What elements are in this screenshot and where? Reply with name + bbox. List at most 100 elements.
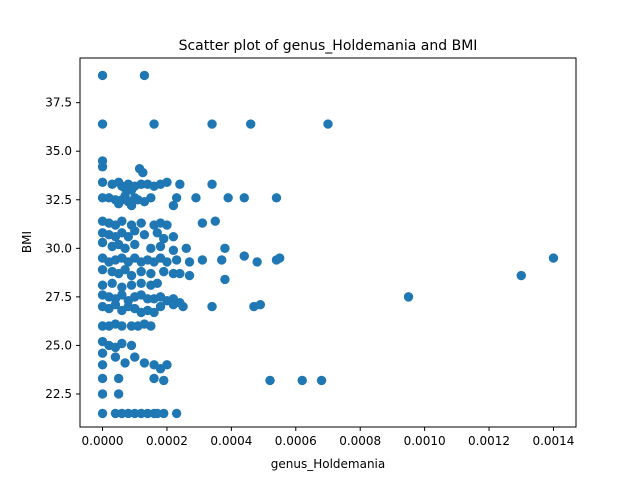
data-point bbox=[123, 231, 134, 242]
x-axis-title: genus_Holdemania bbox=[271, 457, 386, 471]
data-point bbox=[97, 237, 108, 248]
data-point bbox=[136, 278, 146, 288]
data-point bbox=[136, 266, 146, 277]
data-point bbox=[97, 162, 108, 172]
plot-frame bbox=[79, 57, 577, 428]
data-point bbox=[197, 255, 208, 265]
data-point bbox=[516, 270, 526, 281]
data-point bbox=[197, 218, 208, 228]
data-point bbox=[97, 348, 108, 358]
data-point bbox=[255, 299, 266, 310]
data-point bbox=[142, 294, 153, 304]
data-point bbox=[120, 264, 130, 275]
y-axis-title: BMI bbox=[20, 231, 34, 253]
data-point bbox=[220, 274, 230, 285]
data-point bbox=[178, 301, 188, 312]
data-point bbox=[126, 280, 137, 290]
data-point bbox=[139, 358, 150, 368]
data-point bbox=[207, 119, 217, 129]
scatter-points bbox=[97, 70, 559, 419]
data-point bbox=[159, 266, 169, 277]
x-tick-label: 0.0012 bbox=[468, 434, 510, 448]
data-point bbox=[138, 167, 148, 178]
data-point bbox=[136, 179, 146, 189]
data-point bbox=[171, 193, 182, 203]
data-point bbox=[126, 200, 137, 211]
data-point bbox=[171, 255, 182, 265]
data-point bbox=[97, 373, 108, 384]
data-point bbox=[149, 373, 159, 384]
data-point bbox=[117, 321, 127, 331]
data-point bbox=[117, 338, 127, 349]
data-point bbox=[107, 278, 117, 288]
data-point bbox=[191, 193, 201, 203]
x-tick-label: 0.0014 bbox=[532, 434, 574, 448]
x-axis: 0.0000 0.0002 0.0004 0.0006 0.0008 0.0010 0.00… bbox=[82, 427, 574, 448]
data-point bbox=[217, 255, 227, 265]
data-point bbox=[220, 243, 230, 254]
data-point bbox=[146, 321, 156, 331]
data-point bbox=[136, 218, 146, 228]
x-tick-label: 0.0002 bbox=[146, 434, 188, 448]
data-point bbox=[162, 257, 172, 267]
data-point bbox=[97, 70, 108, 81]
data-point bbox=[149, 307, 159, 318]
data-point bbox=[159, 233, 169, 244]
data-point bbox=[146, 268, 156, 279]
data-point bbox=[117, 282, 127, 292]
data-point bbox=[120, 358, 130, 368]
data-point bbox=[181, 243, 191, 254]
data-point bbox=[97, 177, 108, 187]
data-point bbox=[120, 243, 130, 254]
x-tick-label: 0.0006 bbox=[275, 434, 317, 448]
data-point bbox=[130, 408, 140, 419]
data-point bbox=[110, 352, 121, 362]
y-tick-label: 30.0 bbox=[45, 241, 72, 255]
data-point bbox=[239, 251, 249, 261]
data-point bbox=[155, 241, 166, 252]
data-point bbox=[548, 253, 559, 263]
data-point bbox=[97, 264, 108, 275]
y-tick-label: 35.0 bbox=[45, 144, 72, 158]
x-tick-label: 0.0010 bbox=[404, 434, 446, 448]
data-point bbox=[146, 193, 156, 203]
data-point bbox=[297, 375, 307, 386]
data-point bbox=[316, 375, 327, 386]
data-point bbox=[146, 243, 156, 254]
y-tick-label: 27.5 bbox=[45, 290, 72, 304]
data-point bbox=[159, 375, 169, 386]
data-point bbox=[97, 280, 108, 290]
data-point bbox=[184, 257, 195, 267]
data-point bbox=[97, 389, 108, 399]
data-point bbox=[162, 220, 172, 230]
data-point bbox=[175, 179, 185, 189]
data-point bbox=[168, 299, 179, 310]
data-point bbox=[139, 230, 150, 240]
data-point bbox=[155, 301, 166, 312]
data-point bbox=[184, 270, 195, 281]
y-tick-label: 25.0 bbox=[45, 338, 72, 352]
data-point bbox=[130, 226, 140, 236]
data-point bbox=[110, 299, 121, 310]
data-point bbox=[239, 193, 249, 203]
data-point bbox=[162, 360, 172, 370]
y-axis: 22.5 25.0 27.5 30.0 32.5 35.0 37.5 bbox=[45, 96, 80, 401]
data-point bbox=[274, 253, 285, 263]
data-point bbox=[136, 408, 146, 419]
data-point bbox=[117, 216, 127, 226]
data-point bbox=[159, 408, 169, 419]
data-point bbox=[323, 119, 333, 129]
data-point bbox=[130, 239, 140, 250]
data-point bbox=[210, 216, 220, 226]
data-point bbox=[126, 340, 137, 351]
data-point bbox=[149, 119, 159, 129]
data-point bbox=[113, 389, 124, 399]
data-point bbox=[113, 373, 124, 384]
data-point bbox=[223, 193, 233, 203]
data-point bbox=[130, 352, 140, 362]
x-tick-label: 0.0004 bbox=[210, 434, 252, 448]
y-tick-label: 37.5 bbox=[45, 96, 72, 110]
data-point bbox=[207, 301, 217, 312]
data-point bbox=[126, 270, 137, 281]
